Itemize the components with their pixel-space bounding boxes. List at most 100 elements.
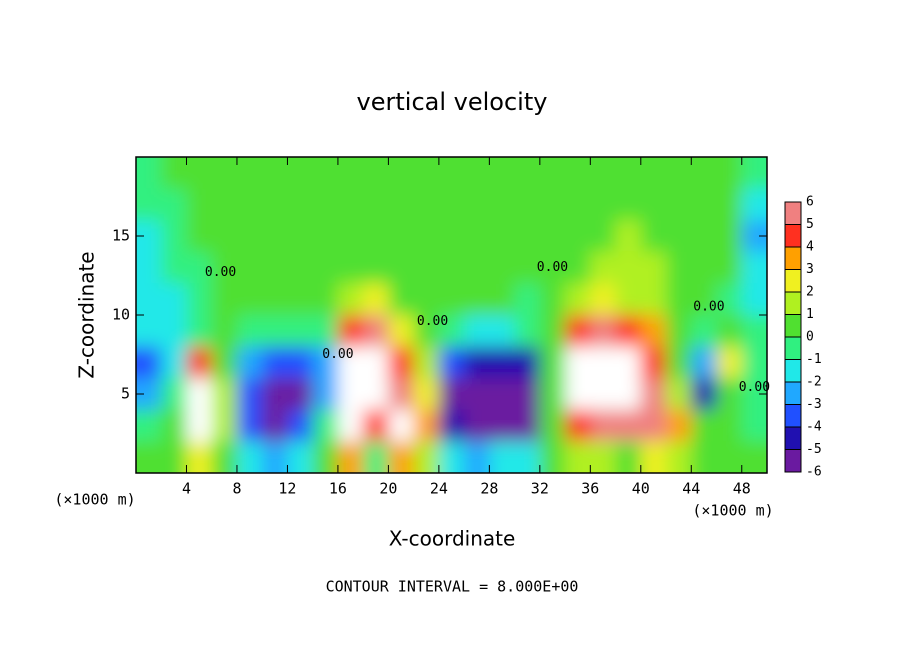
colorbar-segment bbox=[785, 427, 801, 450]
heat-cell bbox=[489, 188, 516, 221]
footer: CONTOUR INTERVAL = 8.000E+00 bbox=[326, 578, 579, 596]
heat-cell bbox=[741, 315, 767, 348]
heat-cell bbox=[438, 220, 465, 253]
chart-title: vertical velocity bbox=[357, 88, 548, 116]
heat-cell bbox=[211, 409, 238, 442]
heat-cell bbox=[539, 409, 566, 442]
heat-cell bbox=[211, 283, 238, 316]
heat-cell bbox=[489, 251, 516, 284]
heat-cell bbox=[413, 283, 440, 316]
heat-cell bbox=[615, 188, 642, 221]
heat-cell bbox=[615, 251, 642, 284]
heat-cell bbox=[565, 220, 591, 253]
colorbar-label: -5 bbox=[806, 442, 822, 457]
heat-cell bbox=[514, 315, 541, 348]
heat-cell bbox=[186, 346, 213, 379]
heat-cell bbox=[186, 409, 213, 442]
heat-cell bbox=[236, 346, 263, 379]
colorbar-segment bbox=[785, 404, 801, 427]
colorbar-label: 2 bbox=[806, 285, 814, 300]
heat-cell bbox=[388, 409, 415, 442]
heat-cell bbox=[161, 315, 187, 348]
heat-cell bbox=[691, 283, 718, 316]
heat-cell bbox=[741, 283, 767, 316]
heat-cell bbox=[539, 251, 566, 284]
heat-cell bbox=[236, 315, 263, 348]
heat-cell bbox=[312, 346, 339, 379]
heat-cell bbox=[186, 441, 213, 473]
heat-cell bbox=[565, 315, 591, 348]
heat-cell bbox=[640, 220, 667, 253]
contour-label: 0.00 bbox=[417, 314, 448, 329]
field bbox=[136, 157, 767, 473]
heat-cell bbox=[590, 283, 617, 316]
heat-cell bbox=[514, 157, 541, 190]
heat-cell bbox=[413, 315, 440, 348]
heat-cell bbox=[741, 188, 767, 221]
heat-cell bbox=[489, 409, 516, 442]
heat-cell bbox=[413, 378, 440, 411]
heat-cell bbox=[514, 251, 541, 284]
heat-cell bbox=[363, 315, 389, 348]
heat-cell bbox=[565, 157, 591, 190]
plot-area bbox=[136, 157, 767, 473]
heat-cell bbox=[262, 315, 288, 348]
heat-cell bbox=[741, 441, 767, 473]
heat-cell bbox=[539, 441, 566, 473]
heat-cell bbox=[161, 220, 187, 253]
heat-cell bbox=[262, 346, 288, 379]
colorbar-segment bbox=[785, 359, 801, 382]
contour-label: 0.00 bbox=[537, 260, 568, 275]
heat-cell bbox=[312, 441, 339, 473]
heat-cell bbox=[590, 441, 617, 473]
heat-cell bbox=[514, 220, 541, 253]
heat-cell bbox=[615, 378, 642, 411]
heat-cell bbox=[666, 346, 692, 379]
heat-cell bbox=[211, 251, 238, 284]
y-axis-label: Z-coordinate bbox=[75, 251, 99, 378]
heat-cell bbox=[590, 346, 617, 379]
heat-cell bbox=[136, 409, 162, 442]
heat-cell bbox=[716, 220, 743, 253]
heat-cell bbox=[287, 283, 314, 316]
x-axis-label: X-coordinate bbox=[389, 527, 516, 551]
heat-cell bbox=[287, 251, 314, 284]
heat-cell bbox=[438, 315, 465, 348]
heat-cell bbox=[262, 283, 288, 316]
heat-cell bbox=[438, 251, 465, 284]
heat-cell bbox=[615, 220, 642, 253]
heat-cell bbox=[161, 157, 187, 190]
x-tick-label: 28 bbox=[480, 480, 498, 498]
heat-cell bbox=[287, 157, 314, 190]
heat-cell bbox=[640, 441, 667, 473]
colorbar-segment bbox=[785, 292, 801, 315]
heat-cell bbox=[464, 378, 490, 411]
heat-cell bbox=[464, 346, 490, 379]
x-tick-label: 8 bbox=[232, 480, 241, 498]
heat-cell bbox=[666, 251, 692, 284]
heat-cell bbox=[363, 251, 389, 284]
heat-cell bbox=[716, 315, 743, 348]
heat-cell bbox=[363, 220, 389, 253]
heat-cell bbox=[489, 346, 516, 379]
y-unit: (×1000 m) bbox=[54, 491, 135, 509]
heat-cell bbox=[186, 220, 213, 253]
heat-cell bbox=[337, 409, 364, 442]
heat-cell bbox=[211, 378, 238, 411]
heat-cell bbox=[716, 283, 743, 316]
heat-cell bbox=[136, 346, 162, 379]
heat-cell bbox=[539, 283, 566, 316]
colorbar-segment bbox=[785, 202, 801, 225]
heat-cell bbox=[287, 346, 314, 379]
heat-cell bbox=[590, 251, 617, 284]
heat-cell bbox=[666, 441, 692, 473]
heat-cell bbox=[565, 346, 591, 379]
heat-cell bbox=[337, 346, 364, 379]
heat-cell bbox=[161, 346, 187, 379]
heat-cell bbox=[337, 220, 364, 253]
colorbar-segment bbox=[785, 337, 801, 360]
heat-cell bbox=[287, 441, 314, 473]
heat-cell bbox=[489, 283, 516, 316]
heat-cell bbox=[363, 157, 389, 190]
heat-cell bbox=[464, 283, 490, 316]
